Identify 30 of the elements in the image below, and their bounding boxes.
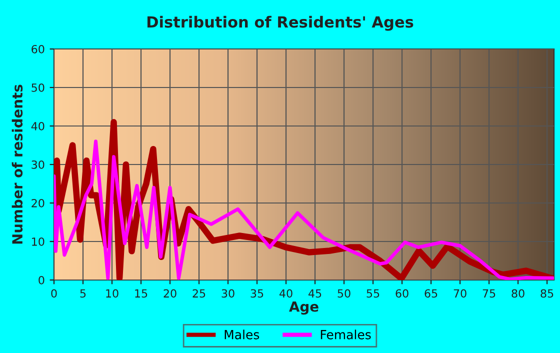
x-tick-label: 20	[164, 289, 176, 298]
x-tick-label: 45	[308, 289, 322, 298]
x-tick-label: 70	[454, 289, 466, 298]
x-tick-label: 15	[135, 289, 148, 298]
y-tick-label: 60	[32, 44, 44, 54]
chart-title: Distribution of Residents' Ages	[147, 16, 414, 31]
x-tick-label: 35	[250, 289, 264, 298]
x-tick-label: 0	[51, 289, 57, 298]
y-tick-label: 50	[32, 83, 44, 92]
x-tick-label: 5	[80, 289, 86, 298]
y-tick-label: 30	[32, 160, 44, 169]
legend-label: Males	[224, 330, 260, 340]
x-tick-label: 65	[424, 289, 438, 298]
x-tick-label: 55	[366, 289, 380, 298]
x-tick-label: 25	[192, 289, 206, 298]
x-axis-title: Age	[289, 301, 318, 315]
y-tick-label: 40	[31, 122, 44, 130]
x-tick-label: 10	[106, 289, 118, 298]
x-tick-label: 60	[396, 289, 408, 298]
x-tick-label: 75	[482, 289, 496, 298]
x-tick-label: 80	[512, 289, 524, 298]
y-tick-label: 0	[38, 276, 44, 284]
y-tick-label: 10	[32, 237, 44, 246]
legend-label: Females	[320, 330, 371, 340]
y-tick-label: 20	[32, 198, 44, 208]
x-tick-label: 30	[222, 289, 234, 298]
x-tick-label: 40	[279, 289, 292, 298]
y-axis-title: Number of residents	[12, 84, 23, 244]
x-tick-label: 85	[540, 289, 554, 298]
x-tick-label: 50	[338, 289, 350, 298]
